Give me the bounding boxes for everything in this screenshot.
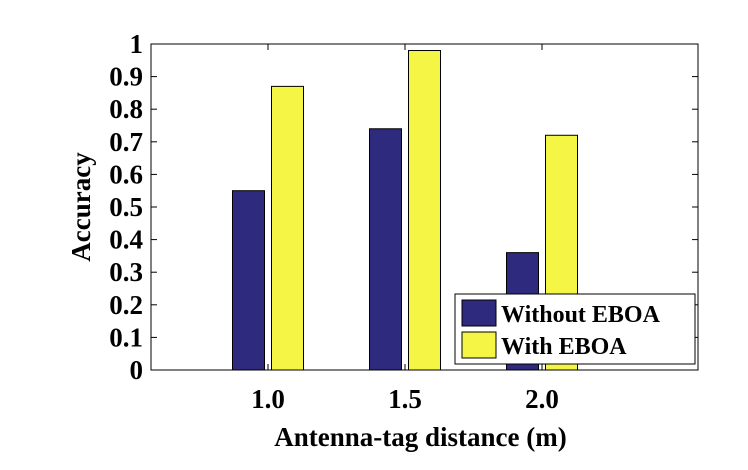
legend-swatch-without-eboa bbox=[461, 299, 497, 327]
y-axis-title: Accuracy bbox=[66, 152, 96, 262]
y-tick-label: 0.8 bbox=[109, 94, 143, 124]
y-tick-label: 0.9 bbox=[109, 62, 143, 92]
bar-with-eboa-1.0 bbox=[271, 85, 304, 371]
x-tick-label: 1.0 bbox=[251, 384, 285, 414]
y-tick-label: 0.3 bbox=[109, 257, 143, 287]
ticks-layer: 00.10.20.30.40.50.60.70.80.91 1.0 1.5 2.0 bbox=[109, 29, 698, 414]
y-tick-label: 0.6 bbox=[109, 159, 143, 189]
legend: Without EBOA With EBOA bbox=[454, 293, 696, 365]
bar-with-eboa-1.5 bbox=[408, 50, 441, 371]
bar-without-eboa-1.5 bbox=[369, 128, 402, 371]
y-tick-label: 0.1 bbox=[109, 322, 143, 352]
bar-without-eboa-1.0 bbox=[232, 190, 265, 371]
y-tick-label: 0 bbox=[130, 355, 144, 385]
x-axis-title: Antenna-tag distance (m) bbox=[274, 422, 566, 452]
legend-label-with-eboa: With EBOA bbox=[501, 334, 627, 360]
legend-label-without-eboa: Without EBOA bbox=[501, 302, 661, 328]
y-tick-label: 1 bbox=[130, 29, 144, 59]
x-tick-label: 2.0 bbox=[525, 384, 559, 414]
legend-swatch-with-eboa bbox=[461, 331, 497, 359]
y-tick-label: 0.5 bbox=[109, 192, 143, 222]
x-tick-label: 1.5 bbox=[388, 384, 422, 414]
y-tick-label: 0.4 bbox=[109, 225, 143, 255]
y-tick-label: 0.7 bbox=[109, 127, 143, 157]
y-tick-label: 0.2 bbox=[109, 290, 143, 320]
